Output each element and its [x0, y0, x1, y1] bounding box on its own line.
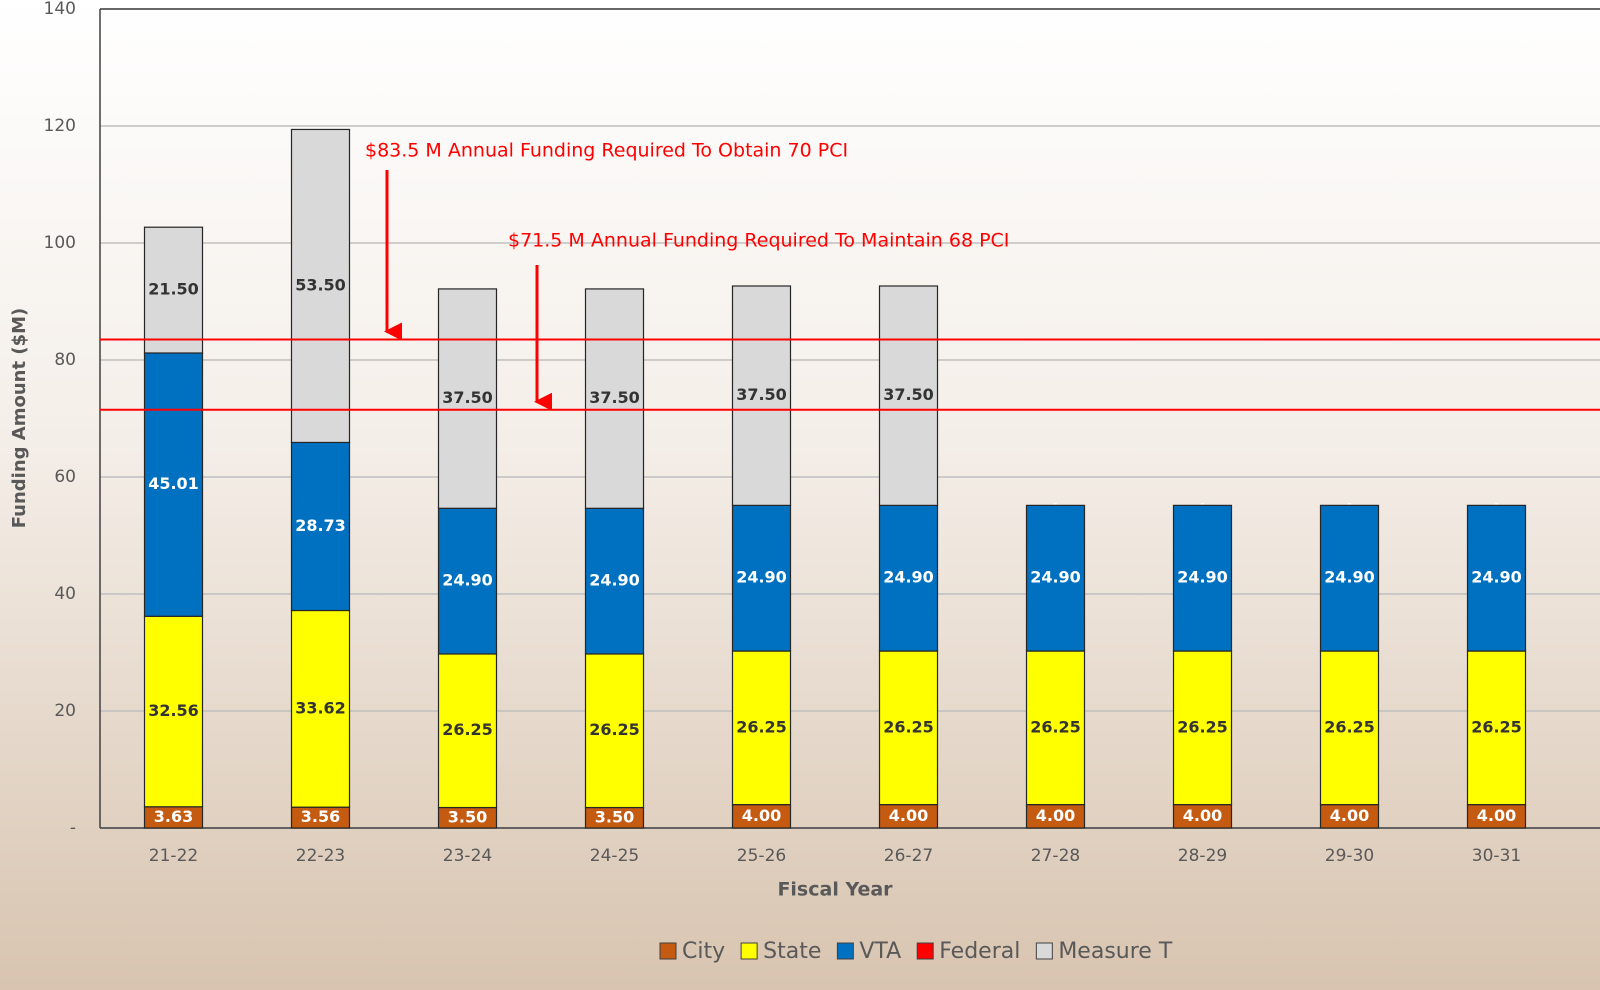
- legend-label: Federal: [939, 939, 1020, 964]
- bar-segment: [731, 285, 792, 506]
- y-tick-label: 40: [54, 584, 76, 604]
- x-tick-label: 24-25: [590, 846, 639, 866]
- bar-segment: [1466, 504, 1527, 652]
- y-tick-label: 140: [44, 0, 76, 19]
- data-label: 21.50: [148, 280, 199, 299]
- data-label: -: [1347, 498, 1351, 509]
- legend-swatch: [740, 942, 758, 960]
- bar-segment: [878, 504, 939, 652]
- bar-segment: [878, 285, 939, 506]
- data-label: 26.25: [1324, 717, 1375, 736]
- bar-segment: [437, 288, 498, 509]
- x-tick-label: 28-29: [1178, 846, 1227, 866]
- data-label: 24.90: [1177, 568, 1228, 587]
- data-label: 4.00: [742, 806, 781, 825]
- data-label: 37.50: [442, 388, 493, 407]
- data-label: 24.90: [1030, 568, 1081, 587]
- data-label: 26.25: [1471, 717, 1522, 736]
- y-tick-label: 100: [44, 233, 76, 253]
- bar-segment: [1172, 650, 1233, 806]
- bar-segment: [143, 226, 204, 354]
- x-tick-label: 22-23: [296, 846, 345, 866]
- y-tick-label: -: [70, 818, 76, 838]
- bar-segment: [290, 609, 351, 808]
- data-label: 24.90: [442, 571, 493, 590]
- data-label: 26.25: [1177, 717, 1228, 736]
- data-label: 45.01: [148, 474, 199, 493]
- bar-segment: [584, 653, 645, 809]
- bar-segment: [731, 650, 792, 806]
- bar-segment: [1319, 504, 1380, 652]
- data-label: 33.62: [295, 698, 346, 717]
- bar-segment: [1025, 504, 1086, 652]
- bar-segment: [584, 507, 645, 655]
- data-label: 3.56: [301, 807, 340, 826]
- y-tick-label: 20: [54, 701, 76, 721]
- data-label: 32.56: [148, 701, 199, 720]
- data-label: 4.00: [1330, 806, 1369, 825]
- legend-label: Measure T: [1058, 939, 1172, 964]
- data-label: 4.00: [1477, 806, 1516, 825]
- x-tick-label: 25-26: [737, 846, 786, 866]
- y-tick-label: 120: [44, 116, 76, 136]
- data-label: -: [1053, 498, 1057, 509]
- data-label: 26.25: [1030, 717, 1081, 736]
- data-label: 24.90: [883, 568, 934, 587]
- legend-swatch: [659, 942, 677, 960]
- x-axis-title: Fiscal Year: [777, 879, 893, 901]
- bar-segment: [1172, 504, 1233, 652]
- data-label: -: [1494, 498, 1498, 509]
- legend-swatch: [1035, 942, 1053, 960]
- data-label: 3.63: [154, 807, 193, 826]
- bar-segment: [290, 128, 351, 444]
- data-label: 24.90: [1324, 568, 1375, 587]
- bar-segment: [290, 441, 351, 612]
- data-label: 3.50: [595, 807, 634, 826]
- data-label: 24.90: [736, 568, 787, 587]
- x-tick-label: 21-22: [149, 846, 198, 866]
- data-label: 37.50: [736, 385, 787, 404]
- x-tick-label: 27-28: [1031, 846, 1080, 866]
- legend-label: State: [763, 939, 821, 964]
- data-label: 28.73: [295, 516, 346, 535]
- data-label: 4.00: [1183, 806, 1222, 825]
- bar-segment: [878, 650, 939, 806]
- data-label: 53.50: [295, 275, 346, 294]
- legend-label: VTA: [859, 939, 901, 964]
- x-tick-label: 26-27: [884, 846, 933, 866]
- x-tick-label: 30-31: [1472, 846, 1521, 866]
- y-tick-label: 60: [54, 467, 76, 487]
- bar-segment: [584, 288, 645, 509]
- data-label: -: [1200, 498, 1204, 509]
- data-label: 3.50: [448, 807, 487, 826]
- data-label: 26.25: [883, 717, 934, 736]
- legend-swatch: [836, 942, 854, 960]
- bar-segment: [143, 615, 204, 808]
- data-label: 37.50: [589, 388, 640, 407]
- data-label: 24.90: [1471, 568, 1522, 587]
- legend-label: City: [682, 939, 725, 964]
- annotation: $83.5 M Annual Funding Required To Obtai…: [365, 140, 848, 162]
- bar-segment: [143, 352, 204, 617]
- data-label: 4.00: [889, 806, 928, 825]
- x-tick-label: 23-24: [443, 846, 492, 866]
- data-label: 26.25: [589, 720, 640, 739]
- legend-swatch: [916, 942, 934, 960]
- bar-segment: [1025, 650, 1086, 806]
- bar-segment: [1466, 650, 1527, 806]
- annotation: $71.5 M Annual Funding Required To Maint…: [508, 230, 1009, 252]
- y-axis-title: Funding Amount ($M): [9, 308, 30, 529]
- bar-segment: [731, 504, 792, 652]
- y-tick-label: 80: [54, 350, 76, 370]
- data-label: 24.90: [589, 571, 640, 590]
- bar-segment: [437, 507, 498, 655]
- bar-segment: [437, 653, 498, 809]
- x-tick-label: 29-30: [1325, 846, 1374, 866]
- data-label: 37.50: [883, 385, 934, 404]
- data-label: 26.25: [442, 720, 493, 739]
- data-label: 4.00: [1036, 806, 1075, 825]
- data-label: 26.25: [736, 717, 787, 736]
